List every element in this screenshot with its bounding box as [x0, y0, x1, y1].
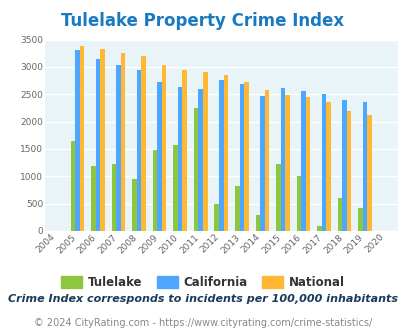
Bar: [182, 70, 187, 231]
Bar: [202, 72, 207, 231]
Bar: [136, 70, 141, 231]
Bar: [214, 204, 218, 231]
Bar: [325, 102, 330, 231]
Bar: [70, 141, 75, 231]
Bar: [243, 82, 248, 231]
Bar: [362, 102, 367, 231]
Bar: [337, 198, 341, 231]
Text: Tulelake Property Crime Index: Tulelake Property Crime Index: [61, 12, 344, 30]
Bar: [280, 88, 284, 231]
Bar: [264, 90, 269, 231]
Bar: [100, 50, 104, 231]
Bar: [157, 82, 162, 231]
Bar: [121, 53, 125, 231]
Bar: [305, 97, 309, 231]
Bar: [296, 176, 301, 231]
Bar: [132, 179, 136, 231]
Bar: [96, 59, 100, 231]
Text: © 2024 CityRating.com - https://www.cityrating.com/crime-statistics/: © 2024 CityRating.com - https://www.city…: [34, 318, 371, 328]
Bar: [177, 87, 182, 231]
Legend: Tulelake, California, National: Tulelake, California, National: [56, 272, 349, 294]
Bar: [316, 225, 321, 231]
Bar: [260, 96, 264, 231]
Bar: [284, 95, 289, 231]
Bar: [198, 89, 202, 231]
Bar: [218, 80, 223, 231]
Bar: [111, 164, 116, 231]
Bar: [357, 208, 362, 231]
Bar: [75, 50, 79, 231]
Bar: [173, 145, 177, 231]
Bar: [301, 91, 305, 231]
Bar: [223, 75, 228, 231]
Bar: [194, 108, 198, 231]
Text: Crime Index corresponds to incidents per 100,000 inhabitants: Crime Index corresponds to incidents per…: [8, 294, 397, 304]
Bar: [91, 166, 96, 231]
Bar: [321, 94, 325, 231]
Bar: [153, 150, 157, 231]
Bar: [239, 84, 243, 231]
Bar: [116, 65, 121, 231]
Bar: [346, 111, 350, 231]
Bar: [162, 65, 166, 231]
Bar: [255, 214, 260, 231]
Bar: [341, 100, 346, 231]
Bar: [79, 46, 84, 231]
Bar: [275, 164, 280, 231]
Bar: [367, 115, 371, 231]
Bar: [141, 56, 145, 231]
Bar: [234, 186, 239, 231]
